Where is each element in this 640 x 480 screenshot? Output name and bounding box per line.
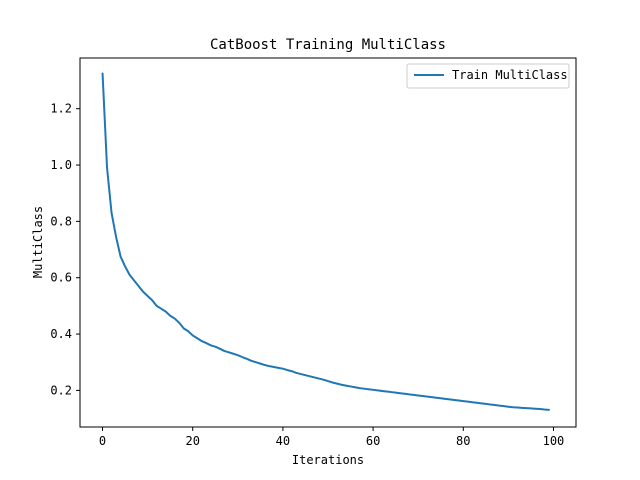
x-tick-label: 40 [276, 434, 290, 448]
legend-box [406, 63, 570, 89]
series-layer [101, 72, 550, 411]
x-tick-label: 100 [543, 434, 565, 448]
x-tick-label: 60 [366, 434, 380, 448]
legend: Train MultiClass [406, 63, 570, 89]
x-tick-label: 20 [186, 434, 200, 448]
x-tick-label: 0 [99, 434, 106, 448]
y-tick-label: 0.6 [50, 271, 72, 285]
plot-area-frame [79, 57, 577, 428]
y-tick-label: 1.0 [50, 158, 72, 172]
y-axis-label: MultiClass [31, 206, 45, 278]
chart-title: CatBoost Training MultiClass [210, 37, 446, 53]
y-tick-label: 1.2 [50, 102, 72, 116]
legend-label: Train MultiClass [452, 68, 568, 82]
y-tick-label: 0.8 [50, 214, 72, 228]
x-axis-label: Iterations [292, 453, 364, 467]
y-tick-label: 0.4 [50, 327, 72, 341]
y-tick-label: 0.2 [50, 383, 72, 397]
x-axis-ticks: 0 20 40 60 80 100 [99, 427, 564, 448]
series-line-0 [101, 72, 550, 411]
x-tick-label: 80 [456, 434, 470, 448]
y-axis-ticks: 0.2 0.4 0.6 0.8 1.0 1.2 [50, 102, 80, 397]
